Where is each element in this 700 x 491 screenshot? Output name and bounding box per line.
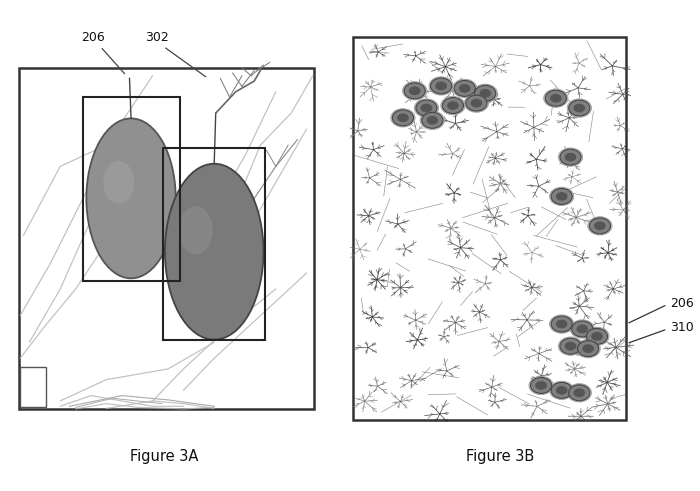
Ellipse shape — [447, 101, 458, 110]
Ellipse shape — [556, 386, 568, 395]
Text: 206: 206 — [80, 31, 104, 44]
Ellipse shape — [589, 218, 610, 234]
Ellipse shape — [545, 90, 566, 106]
Ellipse shape — [572, 321, 593, 337]
Ellipse shape — [531, 378, 552, 393]
Ellipse shape — [104, 161, 134, 204]
Ellipse shape — [551, 382, 573, 398]
Ellipse shape — [458, 84, 470, 93]
Bar — [83, 97, 181, 281]
Ellipse shape — [559, 337, 582, 355]
Ellipse shape — [536, 381, 547, 390]
Ellipse shape — [587, 328, 608, 344]
Text: Figure 3B: Figure 3B — [466, 449, 535, 464]
Ellipse shape — [565, 342, 576, 351]
Ellipse shape — [454, 81, 475, 96]
Ellipse shape — [573, 104, 585, 112]
Ellipse shape — [559, 148, 582, 166]
Ellipse shape — [551, 316, 573, 332]
Ellipse shape — [568, 100, 590, 116]
Ellipse shape — [550, 315, 574, 333]
Text: Figure 3A: Figure 3A — [130, 449, 199, 464]
Ellipse shape — [576, 325, 588, 333]
Ellipse shape — [473, 84, 498, 103]
Ellipse shape — [550, 381, 574, 400]
Ellipse shape — [429, 77, 454, 95]
Ellipse shape — [480, 89, 491, 98]
Ellipse shape — [430, 78, 452, 94]
Ellipse shape — [86, 118, 176, 278]
Ellipse shape — [414, 99, 439, 117]
Ellipse shape — [466, 95, 487, 111]
Ellipse shape — [550, 94, 561, 103]
Ellipse shape — [567, 383, 592, 402]
Ellipse shape — [591, 332, 603, 341]
Ellipse shape — [397, 113, 409, 122]
Ellipse shape — [576, 339, 601, 358]
Ellipse shape — [584, 327, 609, 346]
Text: 302: 302 — [146, 31, 169, 44]
Ellipse shape — [560, 338, 581, 354]
Ellipse shape — [556, 192, 568, 201]
Ellipse shape — [404, 83, 426, 99]
Ellipse shape — [165, 164, 263, 340]
Ellipse shape — [409, 86, 421, 95]
Bar — [163, 148, 265, 340]
Ellipse shape — [544, 89, 568, 108]
Ellipse shape — [402, 82, 427, 100]
Ellipse shape — [560, 149, 581, 165]
Ellipse shape — [464, 94, 489, 112]
Ellipse shape — [588, 217, 612, 235]
Ellipse shape — [565, 153, 576, 162]
Ellipse shape — [556, 320, 568, 328]
Ellipse shape — [420, 111, 444, 130]
Ellipse shape — [391, 109, 415, 127]
Ellipse shape — [573, 388, 585, 397]
Ellipse shape — [578, 341, 598, 356]
Ellipse shape — [426, 116, 438, 125]
Ellipse shape — [567, 99, 592, 117]
Ellipse shape — [582, 344, 594, 353]
Ellipse shape — [529, 376, 553, 395]
Bar — [20, 367, 46, 408]
Text: 310: 310 — [671, 321, 694, 334]
Ellipse shape — [421, 112, 443, 128]
Ellipse shape — [416, 100, 437, 116]
Ellipse shape — [475, 85, 496, 101]
Ellipse shape — [568, 385, 590, 401]
Ellipse shape — [551, 189, 573, 204]
Ellipse shape — [442, 98, 463, 113]
Ellipse shape — [570, 320, 594, 338]
Ellipse shape — [178, 206, 213, 254]
Ellipse shape — [435, 82, 447, 90]
Ellipse shape — [392, 110, 414, 126]
Ellipse shape — [550, 187, 574, 206]
Text: 206: 206 — [671, 297, 694, 310]
Ellipse shape — [441, 96, 465, 115]
Ellipse shape — [421, 104, 433, 112]
Ellipse shape — [470, 99, 482, 108]
Ellipse shape — [594, 221, 606, 230]
Ellipse shape — [452, 79, 477, 98]
